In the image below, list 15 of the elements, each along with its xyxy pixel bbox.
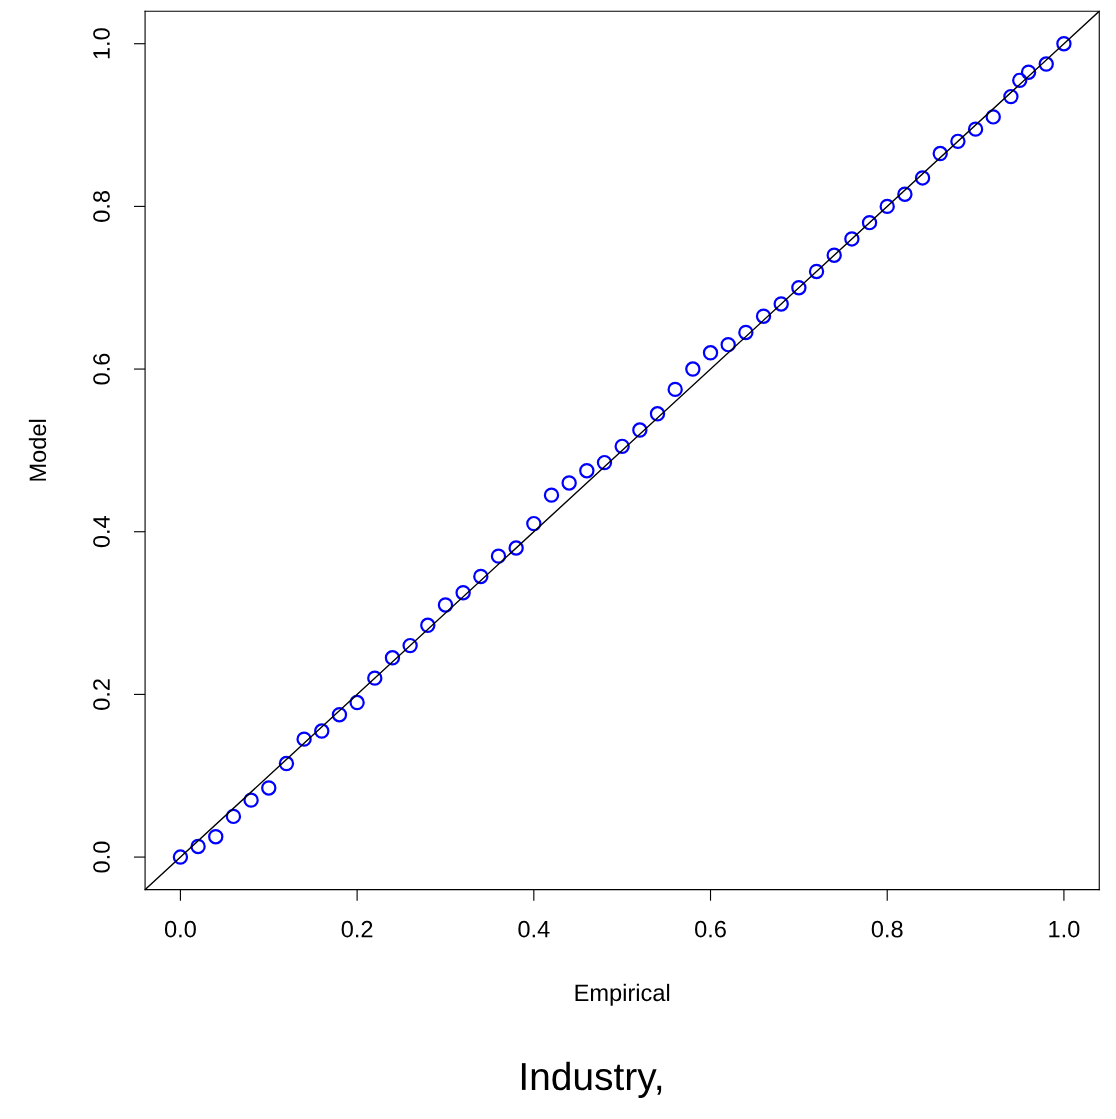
x-tick-label: 1.0 (1049, 920, 1080, 938)
x-tick-label: 0.0 (164, 920, 196, 938)
y-tick-label: 0.6 (93, 353, 110, 385)
x-axis-title: Empirical (575, 983, 670, 1006)
y-tick-label: 0.4 (93, 516, 110, 548)
y-tick-label: 0.2 (93, 679, 110, 710)
y-tick-label: 0.0 (93, 841, 110, 873)
x-tick-label: 0.2 (341, 920, 373, 938)
x-tick-label: 0.4 (518, 920, 550, 938)
y-tick-label: 1.0 (93, 28, 110, 59)
text: Industry, (521, 1061, 662, 1098)
y-axis-title: Model (28, 419, 47, 481)
x-tick-label: 0.6 (695, 920, 726, 938)
x-tick-label: 0.8 (871, 920, 903, 938)
y-tick-label: 0.8 (93, 191, 110, 222)
